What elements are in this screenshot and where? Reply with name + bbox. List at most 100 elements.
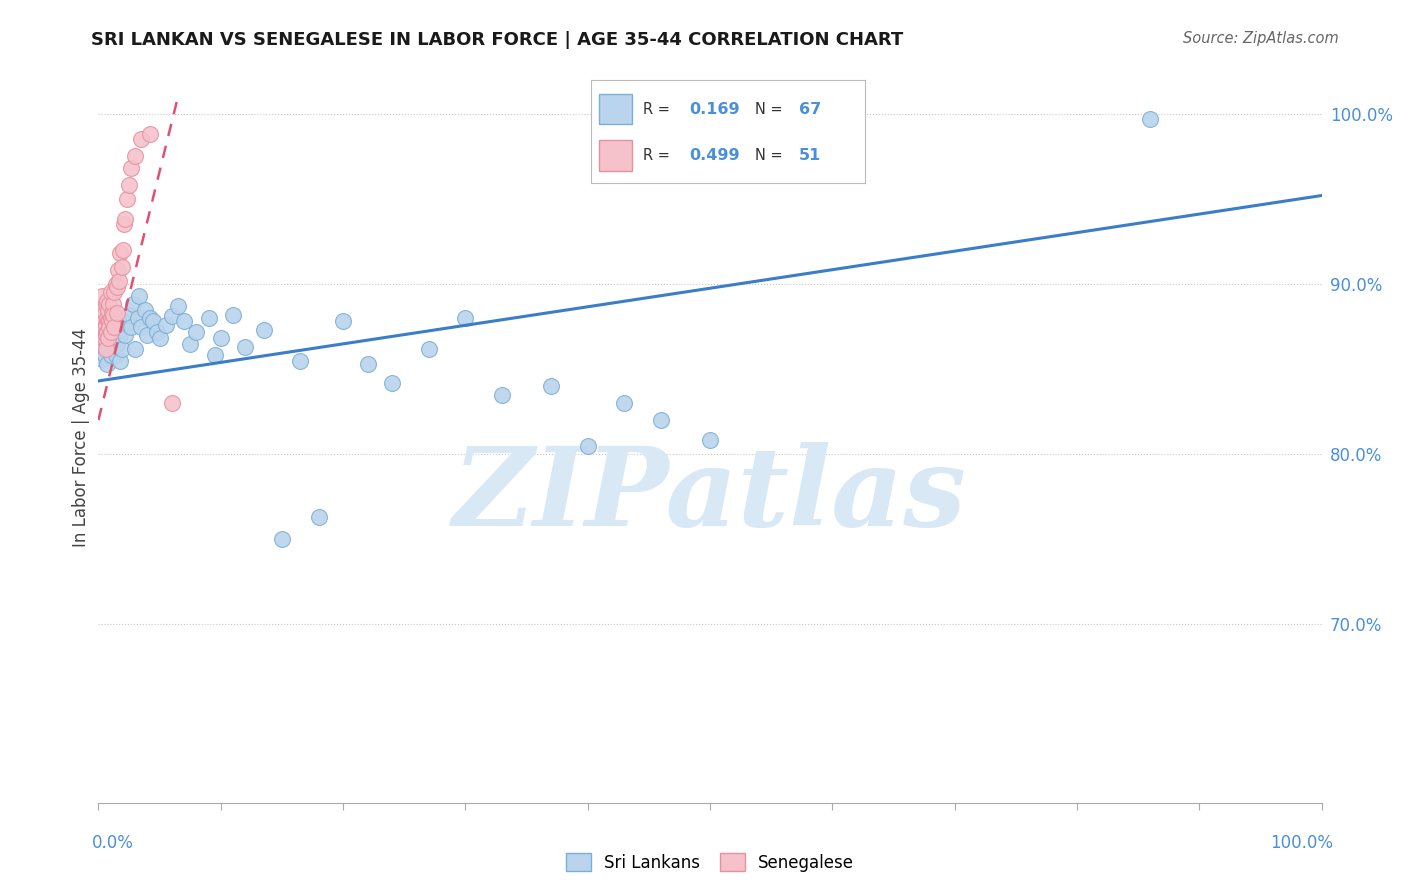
Point bbox=[90, 328, 112, 343]
Point bbox=[91, 311, 114, 326]
Point bbox=[252, 323, 274, 337]
Point bbox=[115, 316, 138, 330]
Point bbox=[97, 314, 120, 328]
Point bbox=[93, 319, 115, 334]
Point bbox=[105, 280, 128, 294]
Legend: Sri Lankans, Senegalese: Sri Lankans, Senegalese bbox=[560, 847, 860, 879]
Point bbox=[110, 353, 132, 368]
Point bbox=[91, 351, 114, 366]
Point bbox=[108, 331, 131, 345]
Point bbox=[100, 328, 122, 343]
Point bbox=[114, 328, 136, 343]
Point bbox=[160, 310, 183, 324]
Point bbox=[93, 348, 115, 362]
Point bbox=[118, 178, 141, 193]
Point bbox=[115, 192, 138, 206]
Point bbox=[107, 318, 129, 332]
Point bbox=[101, 297, 124, 311]
Text: SRI LANKAN VS SENEGALESE IN LABOR FORCE | AGE 35-44 CORRELATION CHART: SRI LANKAN VS SENEGALESE IN LABOR FORCE … bbox=[91, 31, 904, 49]
Point bbox=[120, 161, 142, 176]
Point bbox=[98, 314, 121, 328]
Text: 100.0%: 100.0% bbox=[1270, 834, 1333, 852]
Point bbox=[105, 325, 128, 339]
Point bbox=[98, 297, 121, 311]
Point bbox=[134, 302, 156, 317]
Text: 0.0%: 0.0% bbox=[91, 834, 134, 852]
Point bbox=[356, 357, 378, 371]
Point bbox=[114, 212, 136, 227]
Point bbox=[120, 319, 142, 334]
Point bbox=[1139, 112, 1161, 126]
Point bbox=[613, 396, 636, 410]
Point bbox=[160, 396, 183, 410]
Point bbox=[101, 338, 124, 352]
Point bbox=[94, 297, 117, 311]
Point bbox=[94, 334, 117, 349]
Point bbox=[139, 128, 162, 142]
Point bbox=[142, 314, 165, 328]
Point bbox=[129, 132, 152, 146]
Point bbox=[110, 246, 132, 260]
Point bbox=[97, 302, 120, 317]
Point bbox=[104, 277, 127, 291]
Point bbox=[89, 311, 111, 326]
Point bbox=[89, 314, 111, 328]
Point bbox=[270, 532, 294, 546]
Point bbox=[129, 319, 152, 334]
Point bbox=[98, 319, 121, 334]
Point bbox=[173, 314, 195, 328]
Point bbox=[94, 318, 117, 332]
Point bbox=[418, 342, 440, 356]
Point bbox=[308, 510, 330, 524]
Point bbox=[96, 325, 118, 339]
Y-axis label: In Labor Force | Age 35-44: In Labor Force | Age 35-44 bbox=[72, 327, 90, 547]
Point bbox=[103, 285, 125, 300]
Point bbox=[128, 289, 150, 303]
Point bbox=[167, 299, 190, 313]
Point bbox=[101, 308, 124, 322]
Point bbox=[290, 353, 312, 368]
Point bbox=[576, 439, 599, 453]
Point bbox=[381, 376, 404, 390]
Point bbox=[96, 311, 118, 326]
Point bbox=[699, 434, 721, 448]
Point bbox=[94, 328, 117, 343]
Point bbox=[186, 325, 208, 339]
Text: 51: 51 bbox=[799, 148, 821, 162]
Point bbox=[332, 314, 354, 328]
Text: Source: ZipAtlas.com: Source: ZipAtlas.com bbox=[1182, 31, 1339, 46]
Point bbox=[97, 319, 120, 334]
Point bbox=[124, 342, 146, 356]
FancyBboxPatch shape bbox=[599, 94, 631, 124]
Point bbox=[127, 311, 149, 326]
Point bbox=[91, 331, 114, 345]
Point bbox=[124, 149, 146, 163]
FancyBboxPatch shape bbox=[599, 140, 631, 170]
Point bbox=[111, 260, 134, 274]
Point bbox=[139, 311, 162, 326]
Point bbox=[104, 348, 127, 362]
Point bbox=[90, 318, 112, 332]
Point bbox=[233, 340, 256, 354]
Point bbox=[93, 306, 115, 320]
Point bbox=[146, 325, 169, 339]
Point bbox=[112, 218, 135, 232]
Text: 67: 67 bbox=[799, 102, 821, 117]
Point bbox=[100, 311, 122, 326]
Point bbox=[209, 331, 232, 345]
Point bbox=[491, 387, 513, 401]
Point bbox=[96, 326, 118, 341]
Point bbox=[149, 331, 172, 345]
Point bbox=[107, 263, 129, 277]
Point bbox=[101, 318, 124, 332]
Point bbox=[97, 331, 120, 345]
Text: 0.169: 0.169 bbox=[689, 102, 740, 117]
Point bbox=[197, 311, 219, 326]
Point bbox=[100, 348, 122, 362]
Point bbox=[540, 379, 562, 393]
Point bbox=[96, 357, 118, 371]
Point bbox=[155, 318, 177, 332]
Point bbox=[103, 308, 125, 322]
Point bbox=[136, 328, 159, 343]
Point bbox=[118, 308, 141, 322]
